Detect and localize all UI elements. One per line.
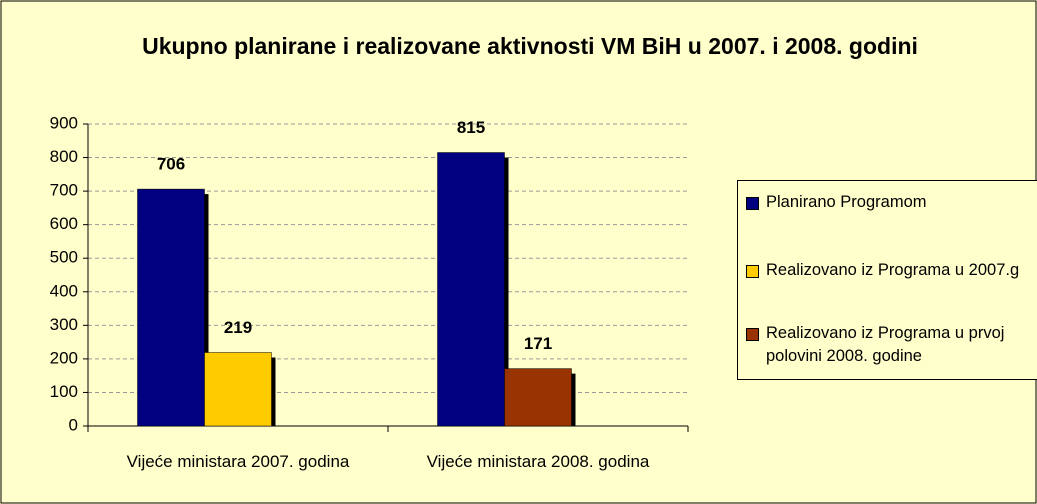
legend-label: Realizovano iz Programa u 2007.g xyxy=(766,261,1020,279)
y-tick-label: 700 xyxy=(50,181,78,200)
y-tick-label: 800 xyxy=(50,147,78,166)
legend: Planirano Programom Realizovano iz Progra… xyxy=(737,180,1037,380)
x-tick-label: Vijeće ministara 2008. godina xyxy=(426,452,650,471)
legend-label: Realizovano iz Programa u prvoj polovini… xyxy=(766,324,1005,365)
y-tick-label: 0 xyxy=(69,415,78,434)
legend-swatch xyxy=(746,328,759,341)
bar xyxy=(137,188,205,427)
y-tick-label: 200 xyxy=(50,348,78,367)
y-tick-label: 100 xyxy=(50,382,78,401)
value-label: 219 xyxy=(224,318,252,337)
legend-label: Planirano Programom xyxy=(766,193,927,211)
legend-item: Planirano Programom xyxy=(746,191,1037,214)
bar xyxy=(437,152,505,427)
y-tick-label: 900 xyxy=(50,113,78,132)
y-tick-label: 600 xyxy=(50,214,78,233)
y-tick-label: 500 xyxy=(50,248,78,267)
bar xyxy=(504,368,572,427)
legend-swatch xyxy=(746,265,759,278)
legend-swatch xyxy=(746,197,759,210)
legend-item: Realizovano iz Programa u 2007.g xyxy=(746,259,1037,282)
y-tick-label: 300 xyxy=(50,315,78,334)
x-tick-label: Vijeće ministara 2007. godina xyxy=(126,452,350,471)
value-label: 815 xyxy=(457,118,485,137)
bar xyxy=(204,352,272,427)
y-tick-label: 400 xyxy=(50,281,78,300)
chart-title: Ukupno planirane i realizovane aktivnost… xyxy=(142,33,918,59)
legend-item: Realizovano iz Programa u prvoj polovini… xyxy=(746,322,1037,368)
value-label: 171 xyxy=(524,334,552,353)
value-label: 706 xyxy=(157,155,185,174)
